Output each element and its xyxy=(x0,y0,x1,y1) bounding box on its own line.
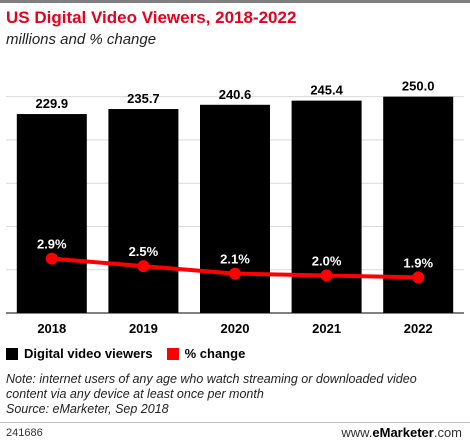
x-tick-label: 2019 xyxy=(129,321,158,336)
note: Note: internet users of any age who watc… xyxy=(6,372,466,417)
source-line: Source: eMarketer, Sep 2018 xyxy=(6,402,169,416)
bar-value-label: 235.7 xyxy=(127,91,160,106)
legend-swatch-bars xyxy=(6,347,18,360)
bar xyxy=(200,104,270,314)
chart-area: 229.9 235.7 240.6 245.4 250.0 2.9% 2.5% 2.1% 2.0… xyxy=(6,79,464,336)
line-point xyxy=(229,267,241,280)
bar xyxy=(16,114,87,313)
chart-id: 241686 xyxy=(6,427,43,439)
line-point xyxy=(320,269,333,282)
line-point xyxy=(412,271,425,284)
line-point xyxy=(45,252,58,265)
bar xyxy=(108,109,179,314)
bar-value-label: 229.9 xyxy=(36,96,69,111)
brand-name: eMarketer xyxy=(372,425,434,440)
legend-item-bars: Digital video viewers xyxy=(6,346,153,361)
x-tick-label: 2021 xyxy=(312,321,341,336)
line-value-label: 2.0% xyxy=(312,254,342,269)
x-tick-label: 2020 xyxy=(221,321,250,336)
bar-value-label: 250.0 xyxy=(402,79,435,94)
x-tick-label: 2022 xyxy=(404,321,433,336)
bar-value-label: 240.6 xyxy=(219,87,252,102)
line-value-label: 2.1% xyxy=(220,252,250,267)
chart-subtitle: millions and % change xyxy=(6,31,157,48)
line-point xyxy=(137,260,150,273)
chart-title: US Digital Video Viewers, 2018-2022 xyxy=(6,8,297,27)
brand-suffix: .com xyxy=(433,425,462,440)
legend-swatch-line xyxy=(166,347,179,360)
brand: www.eMarketer.com xyxy=(341,425,462,440)
line-value-label: 1.9% xyxy=(403,255,433,270)
legend-label-bars: Digital video viewers xyxy=(24,346,153,361)
bar-value-label: 245.4 xyxy=(310,83,343,98)
x-tick-label: 2018 xyxy=(37,321,66,336)
line-value-label: 2.5% xyxy=(129,244,159,259)
line-value-label: 2.9% xyxy=(37,237,67,252)
note-line: content via any device at least once per… xyxy=(6,387,264,401)
footer-rule xyxy=(0,422,470,423)
legend-item-line: % change xyxy=(166,346,246,361)
top-rule xyxy=(0,0,470,3)
legend-label-line: % change xyxy=(184,346,246,361)
brand-prefix: www. xyxy=(341,425,373,440)
note-line: Note: internet users of any age who watc… xyxy=(6,372,417,386)
legend: Digital video viewers % change xyxy=(6,346,259,361)
